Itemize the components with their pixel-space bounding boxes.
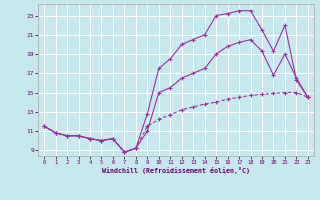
X-axis label: Windchill (Refroidissement éolien,°C): Windchill (Refroidissement éolien,°C) xyxy=(102,167,250,174)
